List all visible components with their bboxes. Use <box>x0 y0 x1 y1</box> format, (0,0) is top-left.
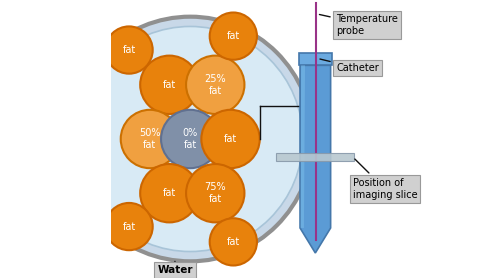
Text: Temperature
probe: Temperature probe <box>320 14 398 36</box>
Text: 50%
fat: 50% fat <box>139 128 160 150</box>
Circle shape <box>186 56 244 114</box>
Text: fat: fat <box>163 188 176 198</box>
Text: Catheter: Catheter <box>320 59 379 73</box>
Text: 25%
fat: 25% fat <box>204 74 226 96</box>
Text: fat: fat <box>163 80 176 90</box>
Circle shape <box>140 164 198 222</box>
Text: fat: fat <box>122 45 136 55</box>
Circle shape <box>161 110 220 168</box>
Circle shape <box>68 17 312 261</box>
Text: fat: fat <box>224 134 237 144</box>
Circle shape <box>210 218 257 265</box>
Text: fat: fat <box>122 222 136 232</box>
Circle shape <box>120 110 179 168</box>
Circle shape <box>210 13 257 60</box>
Text: 75%
fat: 75% fat <box>204 182 226 204</box>
Polygon shape <box>298 53 332 65</box>
Circle shape <box>202 110 260 168</box>
Circle shape <box>186 164 244 222</box>
Polygon shape <box>300 65 305 228</box>
Text: fat: fat <box>226 31 240 41</box>
Polygon shape <box>300 65 330 253</box>
Text: Water: Water <box>157 261 192 275</box>
Polygon shape <box>276 153 354 161</box>
Circle shape <box>106 203 152 250</box>
Text: 0%
fat: 0% fat <box>182 128 198 150</box>
Circle shape <box>106 26 152 74</box>
Circle shape <box>140 56 198 114</box>
Text: Position of
imaging slice: Position of imaging slice <box>353 159 418 200</box>
Circle shape <box>78 26 303 252</box>
Text: fat: fat <box>226 237 240 247</box>
